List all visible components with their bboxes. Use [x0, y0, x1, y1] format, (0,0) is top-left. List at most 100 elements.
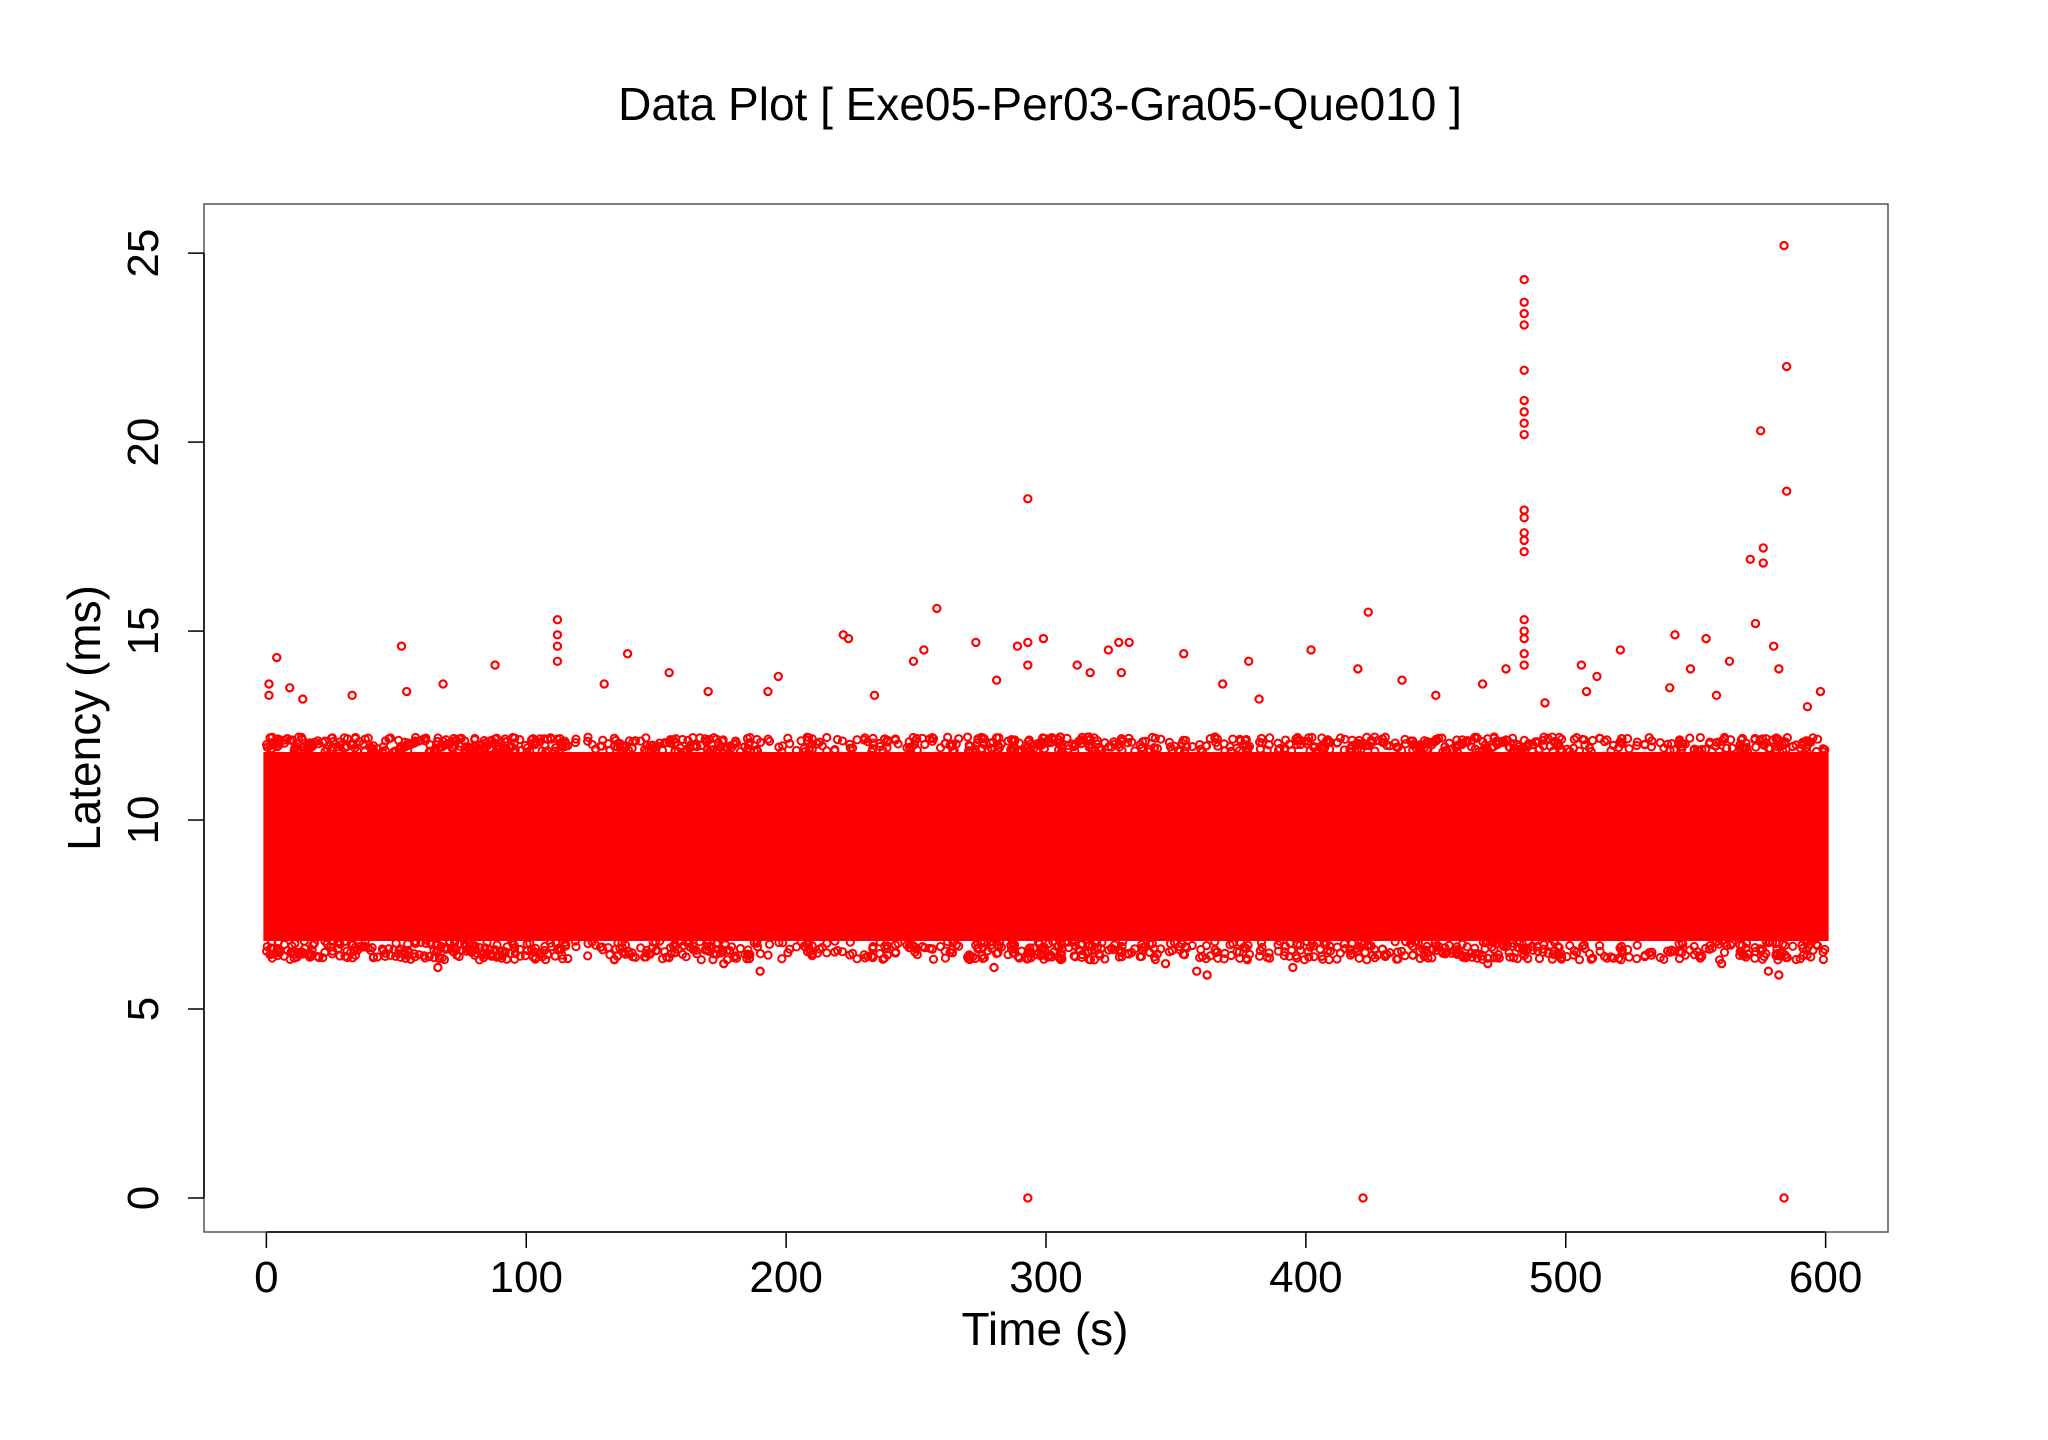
- data-point: [989, 962, 999, 973]
- data-point: [1519, 512, 1529, 523]
- data-point: [402, 686, 412, 697]
- data-point: [1306, 645, 1316, 655]
- data-point: [1023, 1193, 1033, 1203]
- data-point: [1815, 686, 1826, 697]
- data-point: [1768, 641, 1779, 651]
- x-axis-label: Time (s): [962, 1303, 1129, 1355]
- data-point: [1353, 664, 1363, 674]
- y-tick-label: 20: [119, 418, 168, 467]
- data-point: [1519, 320, 1529, 330]
- data-point: [1244, 656, 1254, 667]
- x-tick-label: 600: [1789, 1253, 1862, 1302]
- data-point: [1779, 240, 1789, 251]
- data-point: [1254, 694, 1264, 704]
- data-point: [1701, 633, 1711, 644]
- data-point: [1501, 664, 1511, 674]
- data-point: [285, 683, 295, 693]
- data-point: [1202, 970, 1212, 980]
- x-axis: 0 100 200 300 400 500 600: [254, 1231, 1862, 1302]
- data-point: [1124, 637, 1134, 648]
- data-point: [1519, 365, 1529, 375]
- data-points: [264, 240, 1826, 1203]
- x-tick-label: 500: [1529, 1253, 1602, 1302]
- data-point: [1519, 505, 1529, 515]
- data-point: [552, 641, 563, 651]
- data-point: [1592, 671, 1602, 682]
- chart-title: Data Plot [ Exe05-Per03-Gra05-Que010 ]: [618, 78, 1462, 130]
- data-point: [1114, 637, 1124, 648]
- data-point: [703, 686, 713, 697]
- data-point: [1023, 660, 1033, 670]
- data-point: [1519, 274, 1529, 285]
- data-point: [1477, 679, 1488, 689]
- data-point: [664, 667, 674, 678]
- data-point: [1358, 1193, 1368, 1203]
- x-tick-label: 100: [490, 1253, 563, 1302]
- y-axis-label: Latency (ms): [58, 585, 110, 851]
- data-point: [1519, 528, 1529, 538]
- y-tick-label: 15: [119, 607, 168, 656]
- data-point: [1779, 1193, 1789, 1203]
- data-point: [1363, 607, 1373, 617]
- data-point: [264, 679, 274, 689]
- data-point: [1745, 554, 1755, 564]
- y-tick-label: 5: [119, 997, 168, 1021]
- data-point: [1755, 426, 1766, 436]
- data-point: [1085, 667, 1095, 678]
- data-point: [1023, 494, 1033, 504]
- x-tick-label: 300: [1009, 1253, 1082, 1302]
- data-point: [971, 637, 981, 648]
- data-point: [1179, 649, 1189, 659]
- y-axis: 0 5 10 15 20 25: [119, 229, 205, 1210]
- data-point: [1519, 633, 1529, 644]
- data-point: [1781, 486, 1792, 496]
- data-point: [552, 630, 563, 640]
- data-point: [1802, 701, 1813, 712]
- y-tick-label: 10: [119, 796, 168, 845]
- data-point: [1670, 630, 1680, 640]
- y-tick-label: 0: [119, 1186, 168, 1210]
- data-point: [919, 645, 929, 655]
- data-point: [1397, 675, 1407, 685]
- data-point: [1581, 686, 1592, 697]
- data-point: [1431, 690, 1441, 701]
- data-point: [1665, 683, 1675, 693]
- data-point: [755, 966, 765, 976]
- data-point: [1160, 958, 1171, 969]
- x-tick-label: 200: [749, 1253, 822, 1302]
- data-point: [599, 679, 609, 689]
- data-point: [490, 660, 500, 670]
- data-point: [347, 690, 357, 701]
- y-tick-label: 25: [119, 229, 168, 278]
- data-point: [1576, 660, 1587, 670]
- data-point: [1103, 645, 1114, 655]
- data-point: [1519, 660, 1529, 670]
- data-point: [763, 686, 773, 697]
- data-point: [1774, 970, 1784, 980]
- dense-band-lower-edge: [261, 936, 1830, 965]
- data-point: [1519, 615, 1529, 625]
- data-point: [1781, 361, 1792, 372]
- data-point: [622, 649, 633, 659]
- data-point: [1012, 641, 1023, 651]
- data-point: [1519, 395, 1529, 406]
- x-tick-label: 0: [254, 1253, 278, 1302]
- dense-band-upper-edge: [261, 732, 1830, 757]
- data-point: [1685, 664, 1696, 674]
- data-point: [1750, 618, 1761, 629]
- data-point: [991, 675, 1002, 685]
- data-point: [1758, 543, 1768, 553]
- data-point: [1711, 690, 1722, 701]
- data-point: [264, 690, 274, 701]
- data-point: [272, 652, 282, 663]
- data-point: [1519, 626, 1529, 636]
- data-point: [869, 690, 880, 701]
- data-point: [1758, 558, 1768, 568]
- data-point: [1038, 633, 1049, 644]
- data-point: [1716, 958, 1727, 969]
- data-point: [1483, 958, 1493, 969]
- data-point: [1724, 656, 1735, 667]
- x-tick-label: 400: [1269, 1253, 1342, 1302]
- data-point: [1116, 667, 1127, 678]
